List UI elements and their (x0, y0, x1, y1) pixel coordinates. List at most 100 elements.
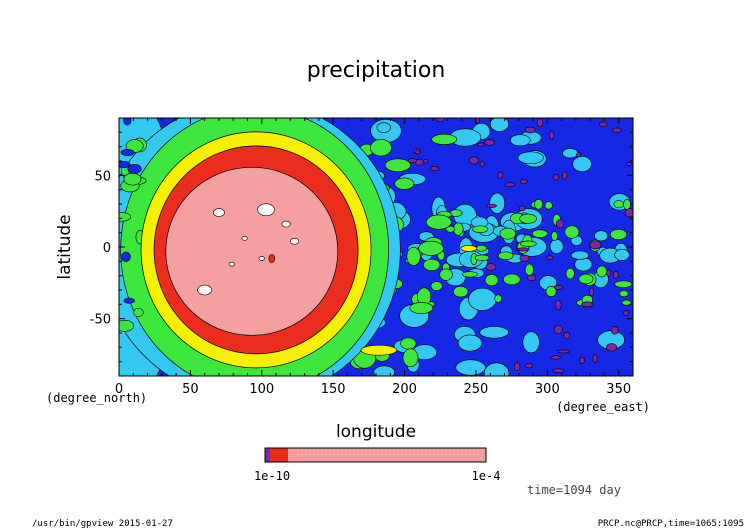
green-patch (431, 133, 458, 145)
core-hole (281, 220, 291, 228)
green-patch (475, 244, 488, 252)
cyan-patch (574, 257, 593, 272)
x-axis-label: longitude (336, 422, 416, 442)
green-patch (545, 286, 557, 297)
footer-command: /usr/bin/gpview 2015-01-27 (32, 519, 173, 529)
y-tick-label: 50 (94, 169, 111, 184)
x-tick-label: 300 (535, 382, 560, 397)
purple-patch (477, 142, 485, 147)
chart-title: precipitation (306, 58, 446, 83)
green-patch (423, 258, 441, 271)
cyan-patch (517, 151, 544, 165)
green-patch (499, 227, 516, 240)
green-patch (619, 290, 629, 298)
purple-patch (485, 263, 497, 271)
blue-patch (120, 149, 135, 156)
green-patch (472, 225, 489, 233)
purple-patch (626, 161, 633, 166)
green-patch (384, 158, 411, 172)
cyan-patch (468, 287, 497, 311)
green-patch (409, 302, 434, 314)
purple-patch (581, 301, 594, 308)
green-patch (524, 263, 534, 276)
green-patch (462, 271, 478, 278)
cyan-patch (562, 148, 579, 159)
purple-patch (516, 247, 530, 252)
purple-patch (468, 156, 479, 165)
purple-patch (552, 174, 559, 181)
purple-patch (430, 166, 440, 171)
yellow-patch (460, 245, 478, 252)
cyan-patch (479, 326, 509, 339)
green-patch (544, 201, 553, 210)
purple-patch (592, 354, 598, 363)
colorbar-label-high: 1e-4 (472, 469, 501, 483)
purple-patch (552, 368, 565, 373)
green-patch (453, 286, 469, 298)
purple-patch (563, 332, 571, 340)
green-patch (370, 138, 392, 157)
purple-patch (423, 159, 429, 164)
colorbar-red (270, 448, 288, 462)
green-patch (430, 281, 443, 291)
x-tick-label: 250 (464, 382, 489, 397)
core-hole (228, 261, 235, 267)
x-tick-label: 0 (115, 382, 123, 397)
cyan-patch (570, 250, 590, 260)
purple-patch (536, 118, 544, 128)
purple-patch (554, 300, 562, 310)
cyan-patch (522, 331, 540, 354)
blue-patch (123, 118, 132, 126)
purple-patch (519, 254, 530, 262)
purple-patch (524, 126, 536, 134)
purple-patch (553, 325, 564, 335)
purple-patch (606, 343, 618, 352)
purple-patch (504, 182, 515, 187)
green-patch (133, 307, 144, 317)
purple-patch (479, 161, 485, 167)
green-patch (531, 229, 548, 238)
cyan-patch (594, 230, 609, 242)
green-patch (497, 251, 514, 260)
core-red-spot (268, 254, 276, 263)
green-patch (445, 225, 456, 233)
purple-patch (606, 269, 612, 277)
cyan-patch (489, 118, 509, 132)
cyan-patch (489, 192, 506, 214)
green-patch (614, 280, 633, 288)
purple-patch (553, 284, 563, 290)
blue-patch (123, 297, 135, 304)
colorbar-pink (265, 448, 486, 462)
green-patch (406, 246, 421, 266)
core-hole (241, 236, 248, 241)
yellow-patch (360, 344, 398, 356)
green-patch (474, 254, 490, 261)
blue-patch (119, 161, 131, 169)
green-patch (564, 225, 580, 239)
core-hole (290, 237, 300, 245)
y-tick-label: 0 (103, 241, 111, 256)
purple-patch (555, 219, 565, 229)
green-patch (578, 273, 594, 285)
purple-patch (484, 139, 495, 146)
blue-patch (127, 164, 142, 174)
green-patch (439, 268, 453, 281)
purple-patch (550, 355, 561, 360)
cyan-patch (457, 334, 483, 352)
green-patch (402, 348, 419, 368)
cyan-patch (373, 365, 396, 376)
purple-patch (407, 158, 417, 163)
time-annotation: time=1094 day (527, 483, 621, 497)
footer-source: PRCP.nc@PRCP,time=1065:1095 (597, 519, 744, 529)
green-patch (534, 198, 544, 210)
green-patch (565, 267, 575, 280)
green-patch (520, 240, 537, 247)
purple-patch (415, 150, 421, 155)
purple-patch (436, 118, 445, 123)
green-patch (596, 265, 608, 278)
cyan-patch (572, 156, 592, 173)
purple-patch (589, 287, 595, 297)
green-patch (494, 294, 503, 303)
x-tick-label: 200 (392, 382, 417, 397)
